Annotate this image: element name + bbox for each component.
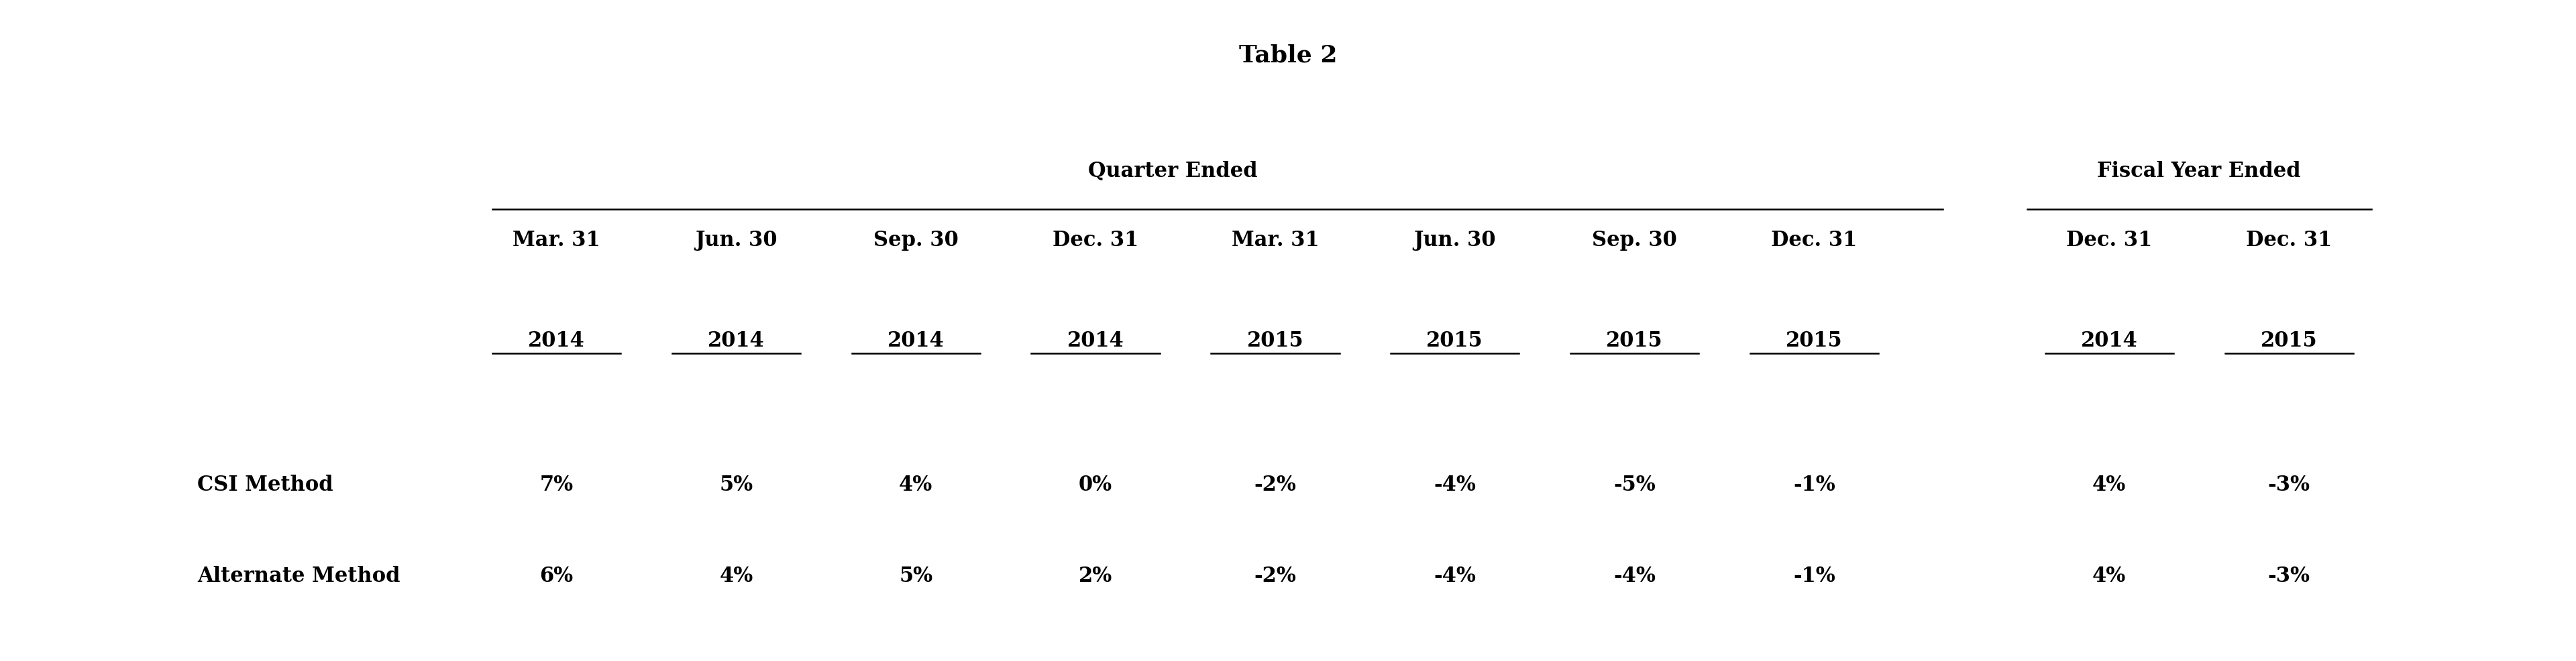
Text: -2%: -2% [1255, 474, 1296, 494]
Text: 7%: 7% [541, 474, 574, 494]
Text: Dec. 31: Dec. 31 [2066, 229, 2154, 251]
Text: 4%: 4% [2092, 565, 2125, 586]
Text: -4%: -4% [1435, 565, 1476, 586]
Text: 4%: 4% [719, 565, 752, 586]
Text: 5%: 5% [719, 474, 752, 494]
Text: 2015: 2015 [1785, 330, 1842, 351]
Text: Dec. 31: Dec. 31 [1772, 229, 1857, 251]
Text: Dec. 31: Dec. 31 [1054, 229, 1139, 251]
Text: 5%: 5% [899, 565, 933, 586]
Text: -2%: -2% [1255, 565, 1296, 586]
Text: 2%: 2% [1079, 565, 1113, 586]
Text: -3%: -3% [2267, 474, 2311, 494]
Text: Mar. 31: Mar. 31 [1231, 229, 1319, 251]
Text: Mar. 31: Mar. 31 [513, 229, 600, 251]
Text: 2014: 2014 [708, 330, 765, 351]
Text: -4%: -4% [1435, 474, 1476, 494]
Text: -5%: -5% [1613, 474, 1656, 494]
Text: 2015: 2015 [1605, 330, 1664, 351]
Text: -1%: -1% [1793, 474, 1834, 494]
Text: Table 2: Table 2 [1239, 44, 1337, 67]
Text: 4%: 4% [899, 474, 933, 494]
Text: Dec. 31: Dec. 31 [2246, 229, 2331, 251]
Text: 2014: 2014 [2081, 330, 2138, 351]
Text: Jun. 30: Jun. 30 [1414, 229, 1497, 251]
Text: 2015: 2015 [1247, 330, 1303, 351]
Text: -4%: -4% [1613, 565, 1656, 586]
Text: Sep. 30: Sep. 30 [1592, 229, 1677, 251]
Text: 2015: 2015 [2262, 330, 2318, 351]
Text: 4%: 4% [2092, 474, 2125, 494]
Text: Jun. 30: Jun. 30 [696, 229, 778, 251]
Text: -3%: -3% [2267, 565, 2311, 586]
Text: Sep. 30: Sep. 30 [873, 229, 958, 251]
Text: 2014: 2014 [886, 330, 945, 351]
Text: 2014: 2014 [528, 330, 585, 351]
Text: Quarter Ended: Quarter Ended [1087, 161, 1257, 182]
Text: CSI Method: CSI Method [198, 474, 332, 494]
Text: 2015: 2015 [1427, 330, 1484, 351]
Text: 0%: 0% [1079, 474, 1113, 494]
Text: Fiscal Year Ended: Fiscal Year Ended [2097, 161, 2300, 182]
Text: Alternate Method: Alternate Method [198, 565, 399, 586]
Text: 6%: 6% [541, 565, 574, 586]
Text: 2014: 2014 [1066, 330, 1123, 351]
Text: -1%: -1% [1793, 565, 1834, 586]
